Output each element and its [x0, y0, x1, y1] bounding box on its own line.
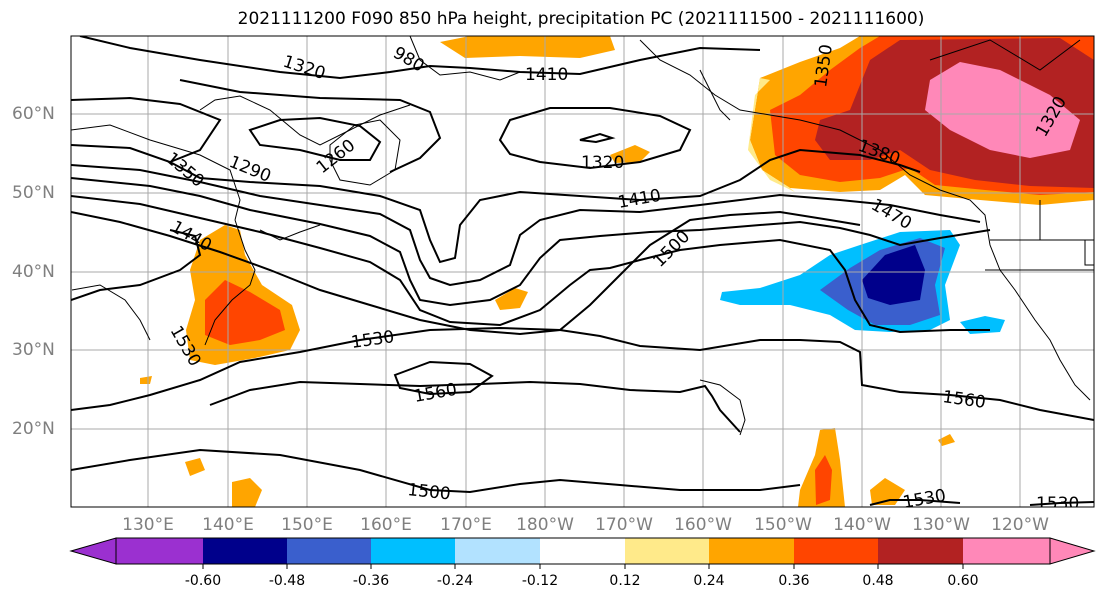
map-frame [70, 35, 1095, 508]
contour-label: 1410 [525, 65, 568, 85]
colorbar-tick-label: 0.12 [609, 573, 641, 589]
colorbar-extend-high [1049, 537, 1096, 565]
colorbar-seg [878, 538, 963, 564]
lon-label: 160°E [360, 515, 412, 535]
lon-label: 170°E [440, 515, 492, 535]
precip-patch-midpac [495, 288, 528, 310]
contour-label: 1440 [168, 217, 215, 256]
colorbar-seg [625, 538, 709, 564]
lon-label: 120°W [991, 515, 1049, 535]
precip-navy-east [862, 245, 925, 305]
precip-patch-south1 [232, 478, 262, 507]
precip-patch-small [140, 376, 152, 384]
map-title: 2021111200 F090 850 hPa height, precipit… [237, 9, 925, 29]
contour-label: 1410 [616, 186, 662, 213]
graticule [71, 36, 1094, 507]
lat-label: 40°N [12, 262, 55, 282]
height-contours [71, 36, 1094, 506]
contour-label: 1530 [901, 486, 947, 513]
contour-label: 1560 [941, 387, 987, 413]
contour-label: 1500 [406, 480, 451, 504]
lon-label: 140°E [202, 515, 254, 535]
precip-sky-east2 [960, 316, 1005, 334]
colorbar-seg [794, 538, 878, 564]
precip-patch-south2 [185, 458, 205, 476]
lon-label: 180°W [516, 515, 574, 535]
precip-patch-320 [610, 145, 650, 163]
colorbar-outline [115, 537, 1051, 565]
contour-label: 1320 [581, 153, 624, 173]
colorbar-seg [963, 538, 1050, 564]
colorbar-tick-label: 0.60 [947, 573, 979, 589]
colorbar-tick-label: 0.48 [862, 573, 894, 589]
precip-patch-east [870, 478, 905, 505]
precip-patch-hawaii-red [815, 455, 832, 505]
precip-patch-east2 [938, 434, 955, 446]
colorbar-tick-label: -0.48 [268, 573, 306, 589]
colorbar-seg [709, 538, 794, 564]
colorbar-seg [203, 538, 287, 564]
colorbar-tick-label: -0.36 [352, 573, 390, 589]
colorbar-seg [287, 538, 371, 564]
lat-label: 30°N [12, 340, 55, 360]
colorbar-tick-label: 0.24 [693, 573, 725, 589]
contour-label: 1530 [1036, 494, 1079, 514]
contour-label: 1560 [412, 380, 458, 407]
colorbar-seg [116, 538, 203, 564]
lon-label: 160°W [674, 515, 732, 535]
lon-label: 140°W [833, 515, 891, 535]
lon-label: 170°W [595, 515, 653, 535]
contour-label: 1320 [280, 52, 327, 84]
colorbar-seg [371, 538, 455, 564]
precip-red-japan [205, 280, 285, 345]
precip-patch-aleutian [440, 36, 615, 58]
lon-label: 150°E [281, 515, 333, 535]
lat-label: 60°N [12, 104, 55, 124]
lon-label: 130°W [912, 515, 970, 535]
lon-label: 130°E [122, 515, 174, 535]
colorbar [69, 537, 1096, 569]
lon-label: 150°W [754, 515, 812, 535]
colorbar-tick-label: -0.12 [521, 573, 559, 589]
colorbar-seg [540, 538, 625, 564]
lat-label: 20°N [12, 419, 55, 439]
contour-label: 1530 [350, 327, 396, 353]
colorbar-extend-low [69, 537, 117, 565]
contour-label: 1470 [868, 195, 915, 234]
colorbar-seg [455, 538, 540, 564]
colorbar-tick-label: -0.24 [436, 573, 474, 589]
precip-pink-alaska [925, 62, 1080, 158]
lat-label: 50°N [12, 183, 55, 203]
colorbar-tick-label: -0.60 [184, 573, 222, 589]
coastlines [71, 36, 1094, 436]
colorbar-tick-label: 0.36 [778, 573, 810, 589]
